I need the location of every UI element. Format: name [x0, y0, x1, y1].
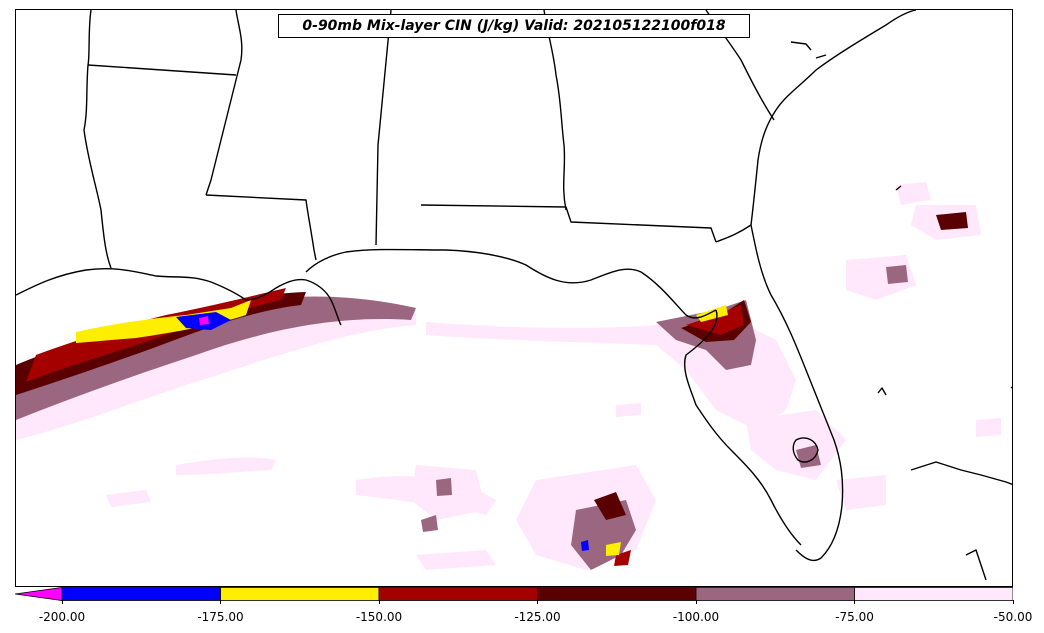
colorbar: [15, 587, 1013, 601]
colorbar-tick-label: -100.00: [672, 610, 720, 624]
colorbar-bin: [854, 587, 1013, 601]
colorbar-tick-label: -75.00: [835, 610, 874, 624]
map-title: 0-90mb Mix-layer CIN (J/kg) Valid: 20210…: [278, 14, 750, 38]
cin-light-contours: [16, 182, 1001, 570]
colorbar-bin: [61, 587, 221, 601]
colorbar-tick-mark: [537, 600, 538, 604]
cin-map: [16, 10, 1012, 581]
colorbar-tick-mark: [1012, 600, 1014, 604]
colorbar-tick-mark: [695, 600, 697, 604]
colorbar-bin: [537, 587, 697, 601]
colorbar-tick-label: -150.00: [355, 610, 403, 624]
colorbar-tick-mark: [854, 600, 855, 604]
colorbar-tick-label: -175.00: [197, 610, 244, 624]
colorbar-bin: [378, 587, 538, 601]
colorbar-tick-label: -50.00: [993, 610, 1033, 624]
colorbar-tick-mark: [378, 600, 380, 604]
colorbar-tick-label: -125.00: [514, 610, 561, 624]
colorbar-bin: [220, 587, 380, 601]
cin-magenta-contours: [199, 316, 209, 325]
cin-yellow-contours: [76, 300, 728, 556]
colorbar-bins: [15, 587, 1013, 601]
map-panel: [15, 9, 1013, 587]
colorbar-tick-label: -200.00: [38, 610, 86, 624]
coastline-and-borders: [16, 10, 1012, 581]
colorbar-tick-mark: [61, 600, 63, 604]
colorbar-extend-triangle: [15, 587, 63, 601]
colorbar-bin: [695, 587, 855, 601]
colorbar-tick-mark: [220, 600, 221, 604]
